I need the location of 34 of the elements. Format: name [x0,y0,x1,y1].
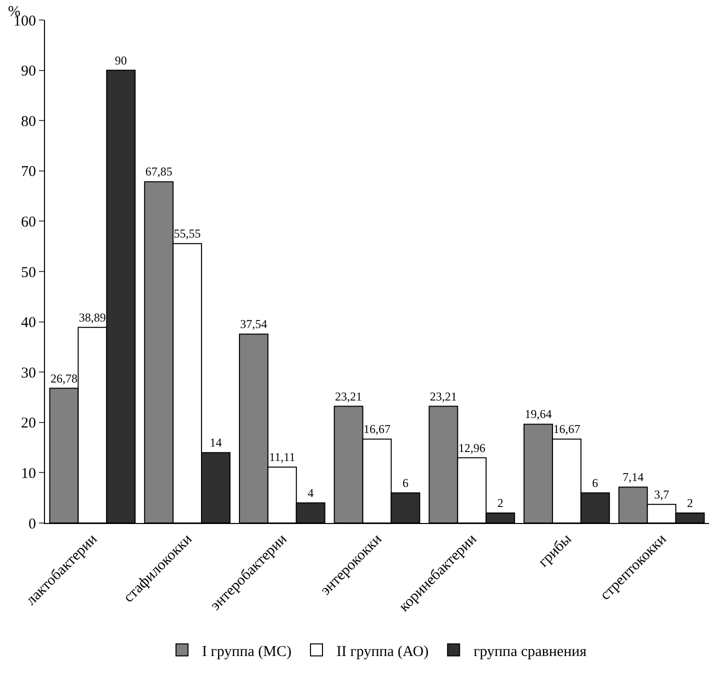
y-tick-label: 80 [21,114,36,130]
data-label: 2 [497,496,504,510]
data-label: 7,14 [622,470,644,484]
data-label: 2 [687,496,694,510]
data-label: 67,85 [145,164,172,179]
y-tick-label: 30 [21,365,36,382]
data-label: 11,11 [269,450,296,464]
y-tick-label: 0 [28,516,36,532]
legend-label: II группа (АО) [336,644,429,660]
data-label: 12,96 [458,440,486,455]
data-label: 55,55 [174,226,201,241]
y-tick-label: 60 [21,214,36,230]
data-label: 23,21 [430,389,457,404]
data-label: 19,64 [524,407,552,422]
data-label: 4 [308,486,314,500]
data-label: 90 [114,53,127,68]
data-label: 37,54 [240,317,268,332]
legend-label: I группа (МС) [202,644,292,660]
y-tick-label: 50 [21,264,36,281]
data-label: 16,67 [364,422,390,436]
data-label: 14 [210,436,222,450]
data-label: 3,7 [654,487,670,502]
y-tick-label: 70 [21,164,36,180]
data-label: 6 [592,476,598,490]
y-tick-label: 20 [21,416,36,432]
data-label: 26,78 [50,371,78,386]
legend-label: группа сравнения [474,644,587,660]
y-tick-label: 10 [21,466,36,482]
data-label: 23,21 [335,389,362,404]
data-label: 38,89 [78,310,106,324]
y-tick-label: 90 [21,64,36,80]
data-label: 16,67 [553,422,580,436]
y-tick-label: 40 [21,315,36,332]
data-label: 6 [402,476,408,490]
